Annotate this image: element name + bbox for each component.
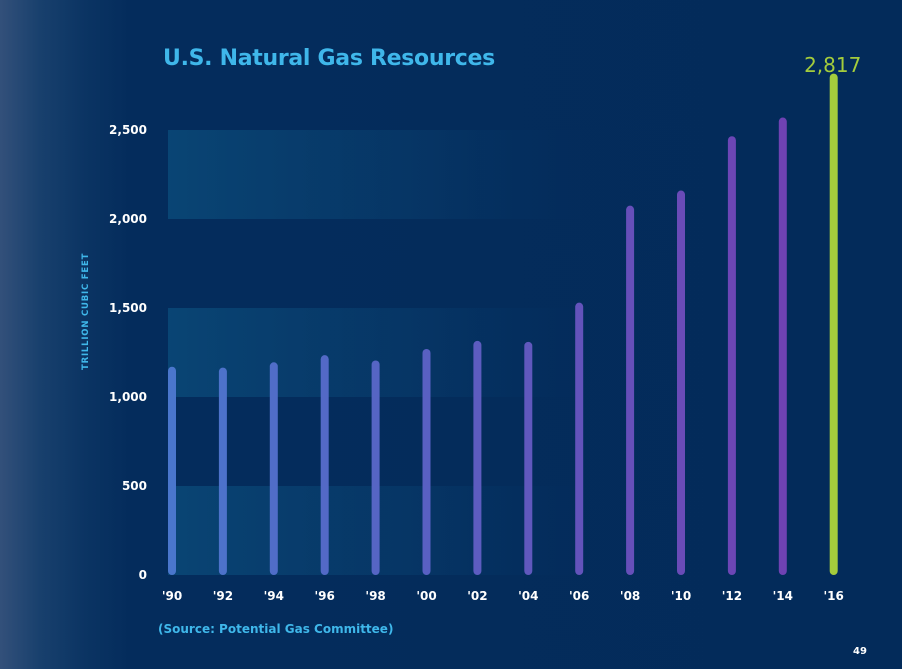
bar-92 bbox=[218, 367, 227, 575]
bar-96 bbox=[320, 355, 329, 575]
x-tick-label: '12 bbox=[722, 589, 742, 603]
x-tick-label: '00 bbox=[416, 589, 436, 603]
bar-06 bbox=[575, 302, 584, 575]
x-tick-label: '06 bbox=[569, 589, 589, 603]
y-tick-label: 2,500 bbox=[109, 123, 147, 137]
bar-10 bbox=[677, 190, 685, 575]
y-tick-label: 0 bbox=[139, 568, 147, 582]
bar-90 bbox=[168, 366, 176, 575]
bar-98 bbox=[371, 360, 380, 575]
x-tick-label: '10 bbox=[671, 589, 691, 603]
bar-14 bbox=[778, 117, 787, 575]
bar-16 bbox=[829, 73, 838, 575]
source-note: (Source: Potential Gas Committee) bbox=[158, 622, 394, 636]
x-tick-label: '04 bbox=[518, 589, 538, 603]
x-tick-label: '90 bbox=[162, 589, 182, 603]
bar-08 bbox=[626, 205, 635, 575]
x-tick-label: '16 bbox=[824, 589, 844, 603]
x-tick-label: '02 bbox=[467, 589, 487, 603]
x-tick-label: '98 bbox=[365, 589, 385, 603]
y-tick-label: 2,000 bbox=[109, 212, 147, 226]
bar-02 bbox=[473, 340, 482, 575]
x-tick-label: '08 bbox=[620, 589, 640, 603]
bar-00 bbox=[422, 348, 431, 575]
chart-title: U.S. Natural Gas Resources bbox=[163, 46, 495, 71]
bar-12 bbox=[727, 136, 736, 576]
x-tick-label: '96 bbox=[315, 589, 335, 603]
x-tick-label: '14 bbox=[773, 589, 793, 603]
highlight-value-label: 2,817 bbox=[804, 53, 861, 77]
y-tick-label: 1,000 bbox=[109, 390, 147, 404]
bar-04 bbox=[524, 341, 533, 575]
background-band bbox=[168, 130, 588, 219]
x-tick-label: '92 bbox=[213, 589, 233, 603]
bar-94 bbox=[269, 362, 278, 575]
y-tick-label: 500 bbox=[122, 479, 147, 493]
x-tick-label: '94 bbox=[264, 589, 284, 603]
page-number: 49 bbox=[853, 646, 867, 657]
y-tick-label: 1,500 bbox=[109, 301, 147, 315]
